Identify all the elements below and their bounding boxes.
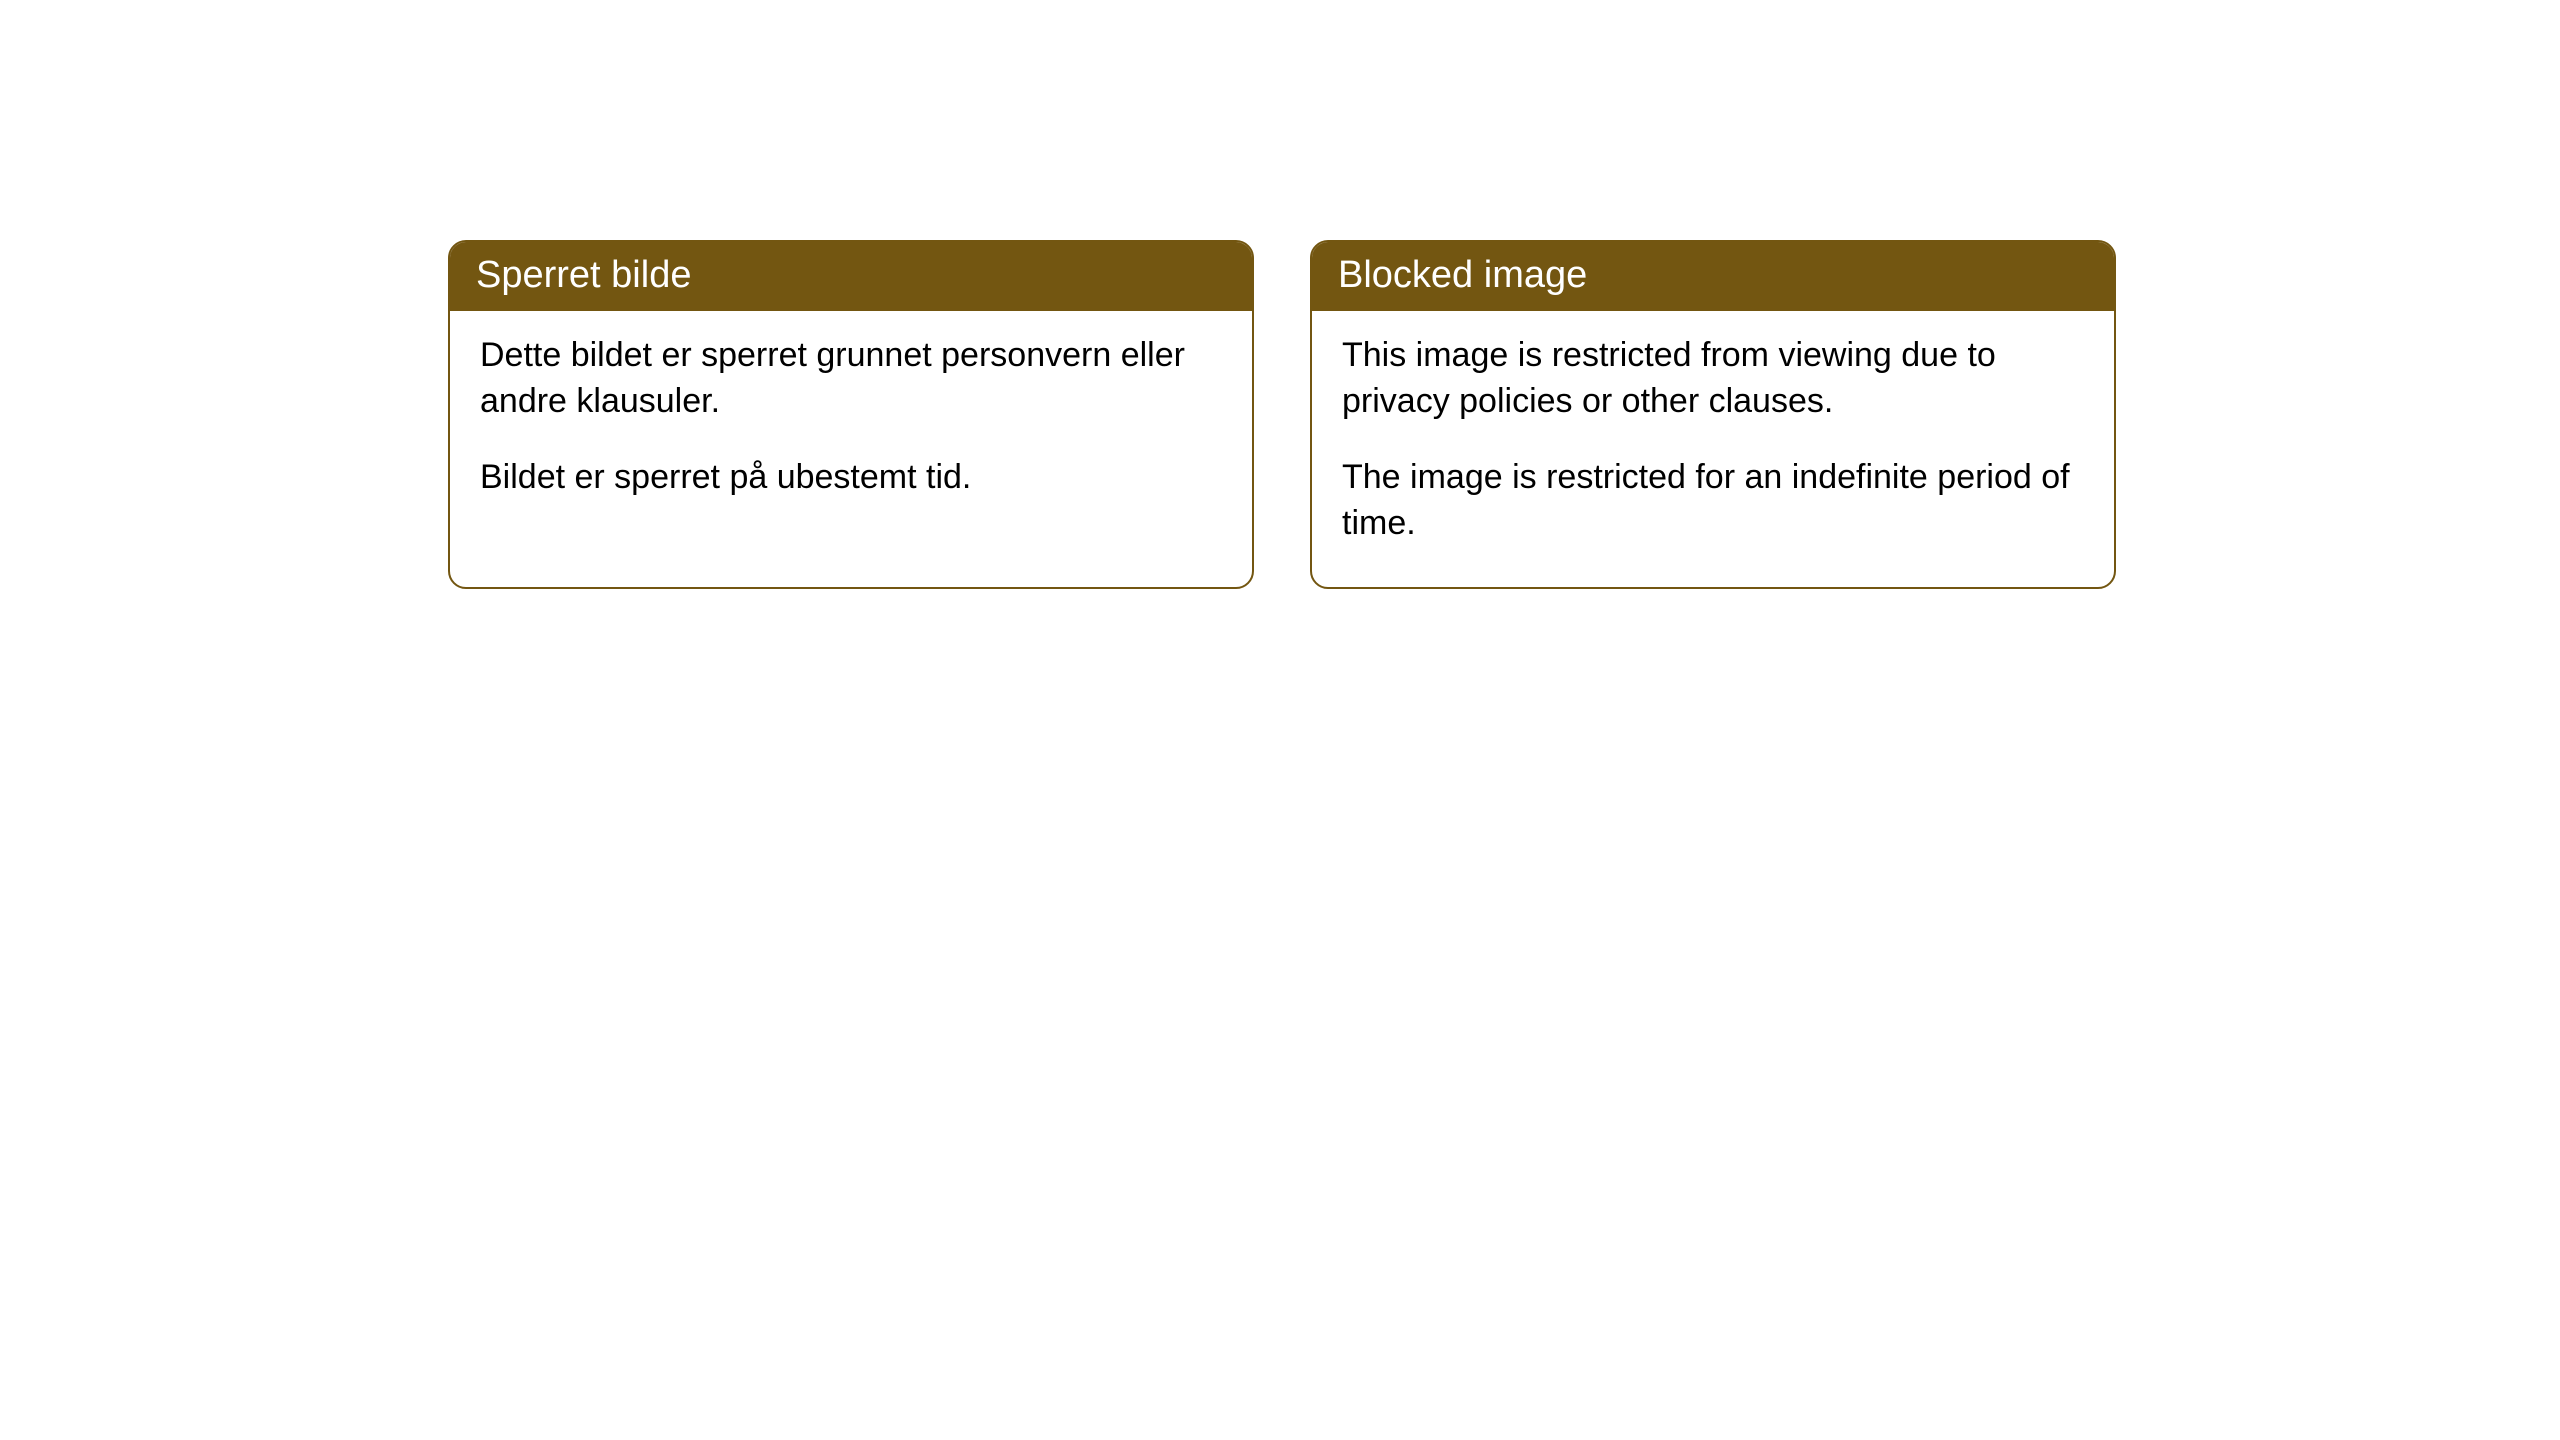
card-text-no-1: Dette bildet er sperret grunnet personve… [480, 333, 1222, 425]
cards-container: Sperret bilde Dette bildet er sperret gr… [0, 0, 2560, 589]
card-body-no: Dette bildet er sperret grunnet personve… [450, 311, 1252, 541]
card-header-no: Sperret bilde [450, 242, 1252, 311]
card-title-no: Sperret bilde [476, 254, 691, 296]
card-text-en-1: This image is restricted from viewing du… [1342, 333, 2084, 425]
card-text-en-2: The image is restricted for an indefinit… [1342, 455, 2084, 547]
card-header-en: Blocked image [1312, 242, 2114, 311]
card-title-en: Blocked image [1338, 254, 1587, 296]
blocked-image-card-en: Blocked image This image is restricted f… [1310, 240, 2116, 589]
card-text-no-2: Bildet er sperret på ubestemt tid. [480, 455, 1222, 501]
blocked-image-card-no: Sperret bilde Dette bildet er sperret gr… [448, 240, 1254, 589]
card-body-en: This image is restricted from viewing du… [1312, 311, 2114, 587]
